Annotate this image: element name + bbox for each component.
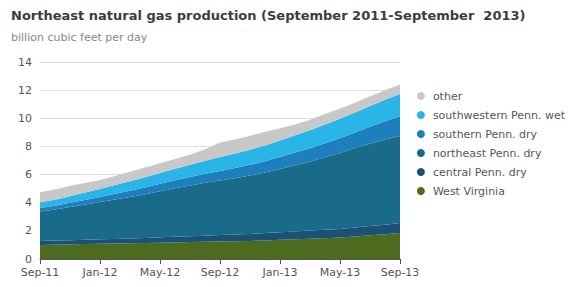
svg-text:May-13: May-13 xyxy=(320,266,361,279)
svg-text:other: other xyxy=(433,90,463,103)
svg-text:6: 6 xyxy=(25,168,32,181)
svg-text:Jan-13: Jan-13 xyxy=(262,266,298,279)
svg-text:8: 8 xyxy=(25,140,32,153)
svg-text:Sep-11: Sep-11 xyxy=(21,266,60,279)
svg-text:14: 14 xyxy=(18,56,32,69)
svg-text:4: 4 xyxy=(25,196,32,209)
svg-text:West Virginia: West Virginia xyxy=(433,185,505,198)
svg-text:Northeast natural gas producti: Northeast natural gas production (Septem… xyxy=(11,8,525,23)
svg-text:southern Penn. dry: southern Penn. dry xyxy=(433,128,538,141)
svg-text:northeast Penn. dry: northeast Penn. dry xyxy=(433,147,542,160)
svg-text:central Penn. dry: central Penn. dry xyxy=(433,166,527,179)
svg-text:2: 2 xyxy=(25,224,32,237)
svg-text:May-12: May-12 xyxy=(140,266,181,279)
svg-text:Sep-13: Sep-13 xyxy=(381,266,420,279)
svg-text:Sep-12: Sep-12 xyxy=(201,266,240,279)
svg-text:0: 0 xyxy=(25,253,32,266)
svg-text:12: 12 xyxy=(18,84,32,97)
svg-text:southwestern Penn. wet: southwestern Penn. wet xyxy=(433,109,566,122)
svg-text:billion cubic feet per day: billion cubic feet per day xyxy=(11,31,148,44)
svg-text:Jan-12: Jan-12 xyxy=(82,266,118,279)
svg-text:10: 10 xyxy=(18,112,32,125)
